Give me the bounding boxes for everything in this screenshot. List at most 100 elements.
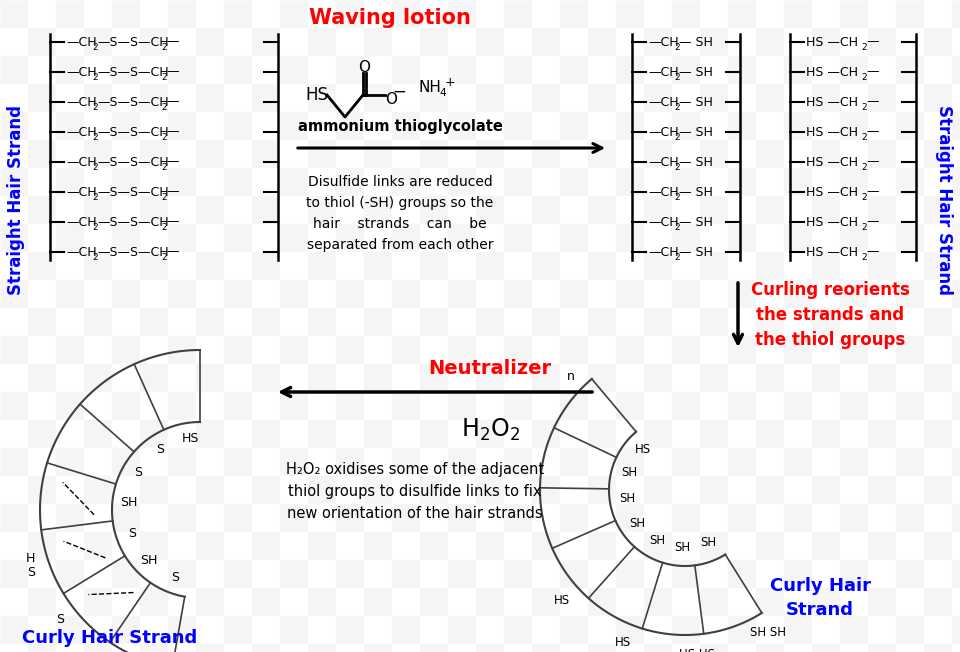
Bar <box>28 196 56 224</box>
Bar <box>420 392 448 420</box>
Bar <box>812 616 840 644</box>
Bar <box>56 168 84 196</box>
Text: —: — <box>866 186 878 198</box>
Bar <box>476 224 504 252</box>
Bar <box>168 56 196 84</box>
Bar <box>196 28 224 56</box>
Bar <box>644 644 672 652</box>
Bar <box>560 364 588 392</box>
Bar <box>700 112 728 140</box>
Bar <box>588 616 616 644</box>
Bar <box>392 532 420 560</box>
Bar <box>700 504 728 532</box>
Bar <box>840 308 868 336</box>
Bar <box>728 532 756 560</box>
Bar <box>224 0 252 28</box>
Bar <box>0 644 28 652</box>
Bar <box>364 224 392 252</box>
Bar <box>56 420 84 448</box>
Bar <box>532 28 560 56</box>
Bar <box>364 84 392 112</box>
Bar <box>504 196 532 224</box>
Bar <box>420 616 448 644</box>
Bar <box>140 560 168 588</box>
Bar <box>280 420 308 448</box>
Bar <box>448 448 476 476</box>
Bar <box>84 616 112 644</box>
Bar <box>560 644 588 652</box>
Bar <box>0 616 28 644</box>
Bar <box>924 336 952 364</box>
Bar <box>896 168 924 196</box>
Bar <box>644 252 672 280</box>
Text: O: O <box>358 59 370 74</box>
Bar <box>644 168 672 196</box>
Bar <box>560 560 588 588</box>
Bar <box>588 0 616 28</box>
Bar <box>728 448 756 476</box>
Bar <box>812 28 840 56</box>
Bar <box>112 280 140 308</box>
Bar <box>812 392 840 420</box>
Bar <box>196 420 224 448</box>
Bar <box>616 420 644 448</box>
Text: O: O <box>385 93 397 108</box>
Bar <box>616 252 644 280</box>
Bar <box>84 420 112 448</box>
Text: HS: HS <box>636 443 651 456</box>
Bar <box>532 280 560 308</box>
Text: HS —CH: HS —CH <box>806 186 858 198</box>
Bar <box>588 532 616 560</box>
Bar <box>392 392 420 420</box>
Bar <box>644 28 672 56</box>
Text: —: — <box>866 155 878 168</box>
Bar <box>784 28 812 56</box>
Bar <box>588 168 616 196</box>
Bar <box>196 308 224 336</box>
Bar <box>336 392 364 420</box>
Bar <box>672 140 700 168</box>
Bar <box>868 364 896 392</box>
Text: 2: 2 <box>92 102 98 111</box>
Bar <box>252 0 280 28</box>
Bar <box>420 280 448 308</box>
Bar <box>308 252 336 280</box>
Bar <box>700 196 728 224</box>
Bar <box>868 112 896 140</box>
Bar <box>140 0 168 28</box>
Text: — SH: — SH <box>679 216 713 228</box>
Bar <box>840 560 868 588</box>
Bar <box>168 560 196 588</box>
Bar <box>784 420 812 448</box>
Text: SH SH: SH SH <box>750 627 785 640</box>
Bar <box>252 616 280 644</box>
Text: HS —CH: HS —CH <box>806 216 858 228</box>
Bar <box>952 280 960 308</box>
Bar <box>868 280 896 308</box>
Bar <box>756 336 784 364</box>
Text: 2: 2 <box>161 162 167 171</box>
Bar <box>420 56 448 84</box>
Bar <box>308 644 336 652</box>
Bar <box>560 308 588 336</box>
Bar <box>448 140 476 168</box>
Bar <box>336 588 364 616</box>
Bar <box>392 616 420 644</box>
Bar <box>224 532 252 560</box>
Bar <box>868 56 896 84</box>
Bar <box>448 504 476 532</box>
Bar <box>140 588 168 616</box>
Bar <box>700 56 728 84</box>
Bar <box>280 364 308 392</box>
Bar <box>392 448 420 476</box>
Bar <box>756 504 784 532</box>
Bar <box>140 364 168 392</box>
Bar <box>952 644 960 652</box>
Bar <box>840 336 868 364</box>
Bar <box>700 420 728 448</box>
Bar <box>868 532 896 560</box>
Bar <box>784 504 812 532</box>
Bar <box>616 364 644 392</box>
Text: +: + <box>445 76 456 89</box>
Bar <box>812 168 840 196</box>
